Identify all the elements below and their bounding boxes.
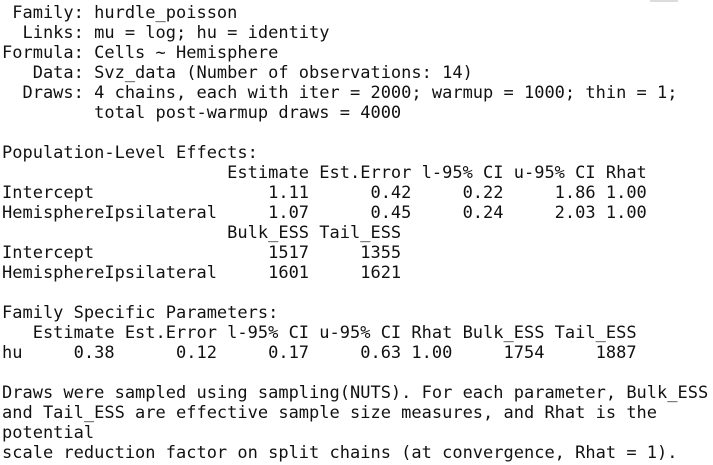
footer-line-1: Draws were sampled using sampling(NUTS).… — [2, 383, 709, 403]
population-effects-ess-column-header: Bulk_ESS Tail_ESS — [2, 223, 402, 243]
family-parameters-section-title: Family Specific Parameters: — [2, 303, 279, 323]
formula-line: Formula: Cells ~ Hemisphere — [2, 43, 279, 63]
family-line: Family: hurdle_poisson — [2, 3, 238, 23]
population-effects-row-hemisphereipsilateral: HemisphereIpsilateral 1.07 0.45 0.24 2.0… — [2, 203, 647, 223]
footer-line-2: and Tail_ESS are effective sample size m… — [2, 403, 658, 423]
family-parameters-row-hu: hu 0.38 0.12 0.17 0.63 1.00 1754 1887 — [2, 343, 637, 363]
footer-line-4: scale reduction factor on split chains (… — [2, 443, 678, 463]
population-effects-ess-row-intercept: Intercept 1517 1355 — [2, 243, 402, 263]
blank-line — [2, 123, 708, 143]
blank-line — [2, 363, 708, 383]
scrollbar-top-fragment — [650, 0, 678, 2]
family-parameters-column-header: Estimate Est.Error l-95% CI u-95% CI Rha… — [2, 323, 637, 343]
population-effects-ess-row-hemisphereipsilateral: HemisphereIpsilateral 1601 1621 — [2, 263, 402, 283]
population-effects-row-intercept: Intercept 1.11 0.42 0.22 1.86 1.00 — [2, 183, 647, 203]
links-line: Links: mu = log; hu = identity — [2, 23, 330, 43]
r-console-output: Family: hurdle_poisson Links: mu = log; … — [2, 3, 708, 463]
draws-line: Draws: 4 chains, each with iter = 2000; … — [2, 83, 678, 103]
footer-line-3: potential — [2, 423, 95, 443]
population-effects-section-title: Population-Level Effects: — [2, 143, 258, 163]
data-line: Data: Svz_data (Number of observations: … — [2, 63, 473, 83]
draws-continuation-line: total post-warmup draws = 4000 — [2, 103, 402, 123]
blank-line — [2, 283, 708, 303]
population-effects-column-header: Estimate Est.Error l-95% CI u-95% CI Rha… — [2, 163, 647, 183]
